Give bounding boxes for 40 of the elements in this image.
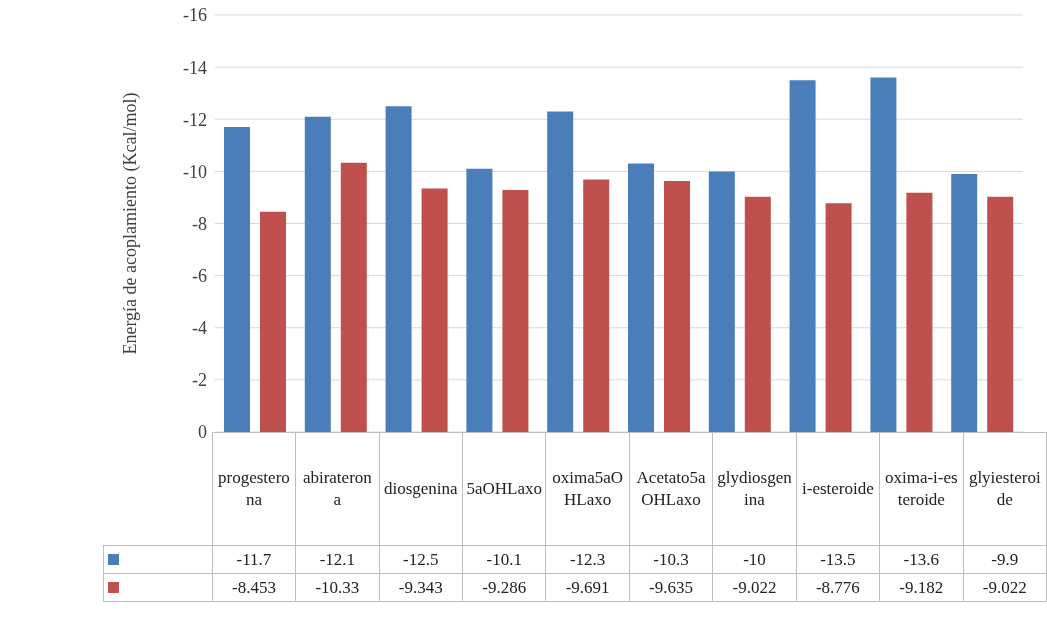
x-tick-label: i-esteroide <box>796 432 880 546</box>
x-tick-label: diosgenina <box>379 432 463 546</box>
y-tick-label: -6 <box>192 266 207 287</box>
x-tick-label: glydiosgenina <box>712 432 797 546</box>
data-label: -9.691 <box>545 573 630 602</box>
x-tick-label: oxima5aOHLaxo <box>545 432 630 546</box>
y-tick-label: -10 <box>183 161 207 182</box>
x-tick-label: glyiesteroide <box>963 432 1047 546</box>
x-tick-label: 5aOHLaxo <box>462 432 546 546</box>
y-tick-label: -4 <box>192 318 207 339</box>
y-tick-label: -12 <box>183 109 207 130</box>
data-label: -9.022 <box>963 573 1047 602</box>
y-tick-label: -8 <box>192 213 207 234</box>
data-label: -13.6 <box>879 545 964 574</box>
y-axis-title: Energía de acoplamiento (Kcal/mol) <box>120 92 142 355</box>
data-label: -10.1 <box>462 545 546 574</box>
x-tick-label: Acetato5aOHLaxo <box>629 432 713 546</box>
data-label: -10.33 <box>295 573 380 602</box>
y-tick-label: -14 <box>183 57 207 78</box>
y-tick-label: 0 <box>198 422 207 443</box>
data-label: -11.7 <box>212 545 296 574</box>
y-tick-label: -2 <box>192 370 207 391</box>
data-label: -8.776 <box>796 573 880 602</box>
data-label: -8.453 <box>212 573 296 602</box>
data-label: -9.022 <box>712 573 797 602</box>
data-label: -10 <box>712 545 797 574</box>
data-label: -12.1 <box>295 545 380 574</box>
data-label: -9.635 <box>629 573 713 602</box>
y-tick-label: -16 <box>183 5 207 26</box>
data-label: -12.3 <box>545 545 630 574</box>
x-tick-label: abiraterona <box>295 432 380 546</box>
data-label: -9.343 <box>379 573 463 602</box>
data-label: -9.182 <box>879 573 964 602</box>
data-label: -13.5 <box>796 545 880 574</box>
data-label: -9.286 <box>462 573 546 602</box>
x-tick-label: progesterona <box>212 432 296 546</box>
x-tick-label: oxima-i-esteroide <box>879 432 964 546</box>
data-label: -12.5 <box>379 545 463 574</box>
data-label: -9.9 <box>963 545 1047 574</box>
data-label: -10.3 <box>629 545 713 574</box>
